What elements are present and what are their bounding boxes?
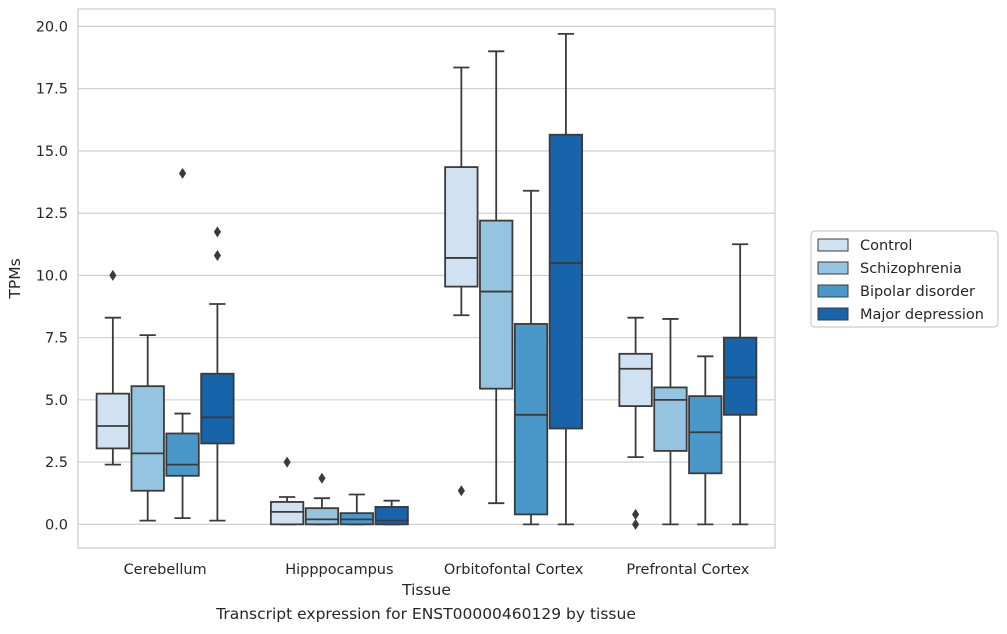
- legend-label: Major depression: [860, 307, 984, 323]
- iqr-box: [95, 392, 130, 450]
- iqr-box: [513, 323, 549, 516]
- legend-swatch: [817, 284, 849, 298]
- x-tick-label: Cerebellum: [124, 562, 207, 578]
- box-bipolar-disorder-hipppocampus: [339, 493, 374, 526]
- legend-label: Bipolar disorder: [860, 284, 975, 300]
- iqr-box: [200, 372, 235, 445]
- iqr-box: [548, 133, 584, 430]
- y-tick-label: 2.5: [45, 455, 68, 471]
- box-major-depression-orbitofontal-cortex: [548, 32, 584, 526]
- box-major-depression-prefrontal-cortex: [723, 243, 758, 526]
- y-axis-label: TPMs: [6, 258, 24, 299]
- box-control-cerebellum: [95, 269, 130, 466]
- legend-swatch: [817, 261, 849, 275]
- y-tick-label: 7.5: [45, 331, 68, 347]
- outlier-point: [457, 485, 465, 497]
- box-bipolar-disorder-orbitofontal-cortex: [513, 189, 549, 526]
- outlier-point: [283, 456, 291, 468]
- legend-frame: [810, 230, 999, 328]
- box-bipolar-disorder-cerebellum: [165, 167, 200, 520]
- plot-frame: [77, 8, 776, 549]
- box-schizophrenia-cerebellum: [130, 334, 165, 522]
- figure-caption: Transcript expression for ENST0000046012…: [216, 605, 636, 623]
- outlier-point: [632, 518, 640, 530]
- box-control-orbitofontal-cortex: [444, 66, 479, 497]
- iqr-box: [479, 219, 514, 390]
- iqr-box: [444, 166, 479, 288]
- x-tick-label: Orbitofontal Cortex: [444, 562, 584, 578]
- y-tick-label: 17.5: [36, 82, 68, 98]
- outlier-point: [213, 226, 221, 238]
- box-schizophrenia-orbitofontal-cortex: [479, 50, 514, 505]
- y-tick-label: 20.0: [36, 19, 68, 35]
- box-control-prefrontal-cortex: [618, 316, 653, 530]
- outlier-point: [178, 167, 187, 179]
- y-tick-label: 5.0: [45, 393, 68, 409]
- y-tick-label: 15.0: [36, 144, 68, 160]
- x-tick-label: Prefrontal Cortex: [626, 562, 749, 578]
- legend-swatch: [817, 238, 849, 252]
- iqr-box: [618, 352, 653, 407]
- iqr-box: [653, 386, 688, 452]
- x-tick-label: Hipppocampus: [285, 562, 393, 578]
- box-major-depression-hipppocampus: [374, 499, 409, 526]
- iqr-box: [130, 385, 165, 492]
- box-bipolar-disorder-prefrontal-cortex: [688, 355, 723, 526]
- legend-label: Control: [860, 238, 912, 254]
- x-axis-label: Tissue: [401, 581, 451, 599]
- outlier-point: [318, 472, 326, 484]
- x-axis-ticks: Cerebellum Hipppocampus Orbitofontal Corte…: [124, 562, 750, 578]
- y-tick-label: 10.0: [36, 268, 68, 284]
- outlier-point: [632, 508, 640, 520]
- outlier-point: [213, 249, 221, 261]
- iqr-box: [304, 507, 340, 526]
- box-control-hipppocampus: [269, 456, 305, 526]
- legend-label: Schizophrenia: [860, 261, 962, 277]
- legend-swatch: [817, 307, 849, 321]
- iqr-box: [269, 501, 305, 526]
- y-tick-label: 0.0: [45, 517, 68, 533]
- box-plot-area: [95, 32, 758, 530]
- iqr-box: [688, 395, 723, 475]
- legend: Control Schizophrenia Bipolar disorder Majo…: [810, 230, 999, 328]
- box-schizophrenia-prefrontal-cortex: [653, 318, 688, 526]
- iqr-box: [165, 432, 200, 477]
- y-tick-label: 12.5: [36, 206, 68, 222]
- box-schizophrenia-hipppocampus: [304, 472, 340, 526]
- y-axis-ticks: 0.0 2.5 5.0 7.5 10.0 12.5 15.0 17.5 20.0: [36, 19, 68, 533]
- iqr-box: [723, 336, 758, 416]
- box-major-depression-cerebellum: [200, 226, 235, 522]
- iqr-box: [374, 506, 409, 526]
- outlier-point: [109, 269, 117, 281]
